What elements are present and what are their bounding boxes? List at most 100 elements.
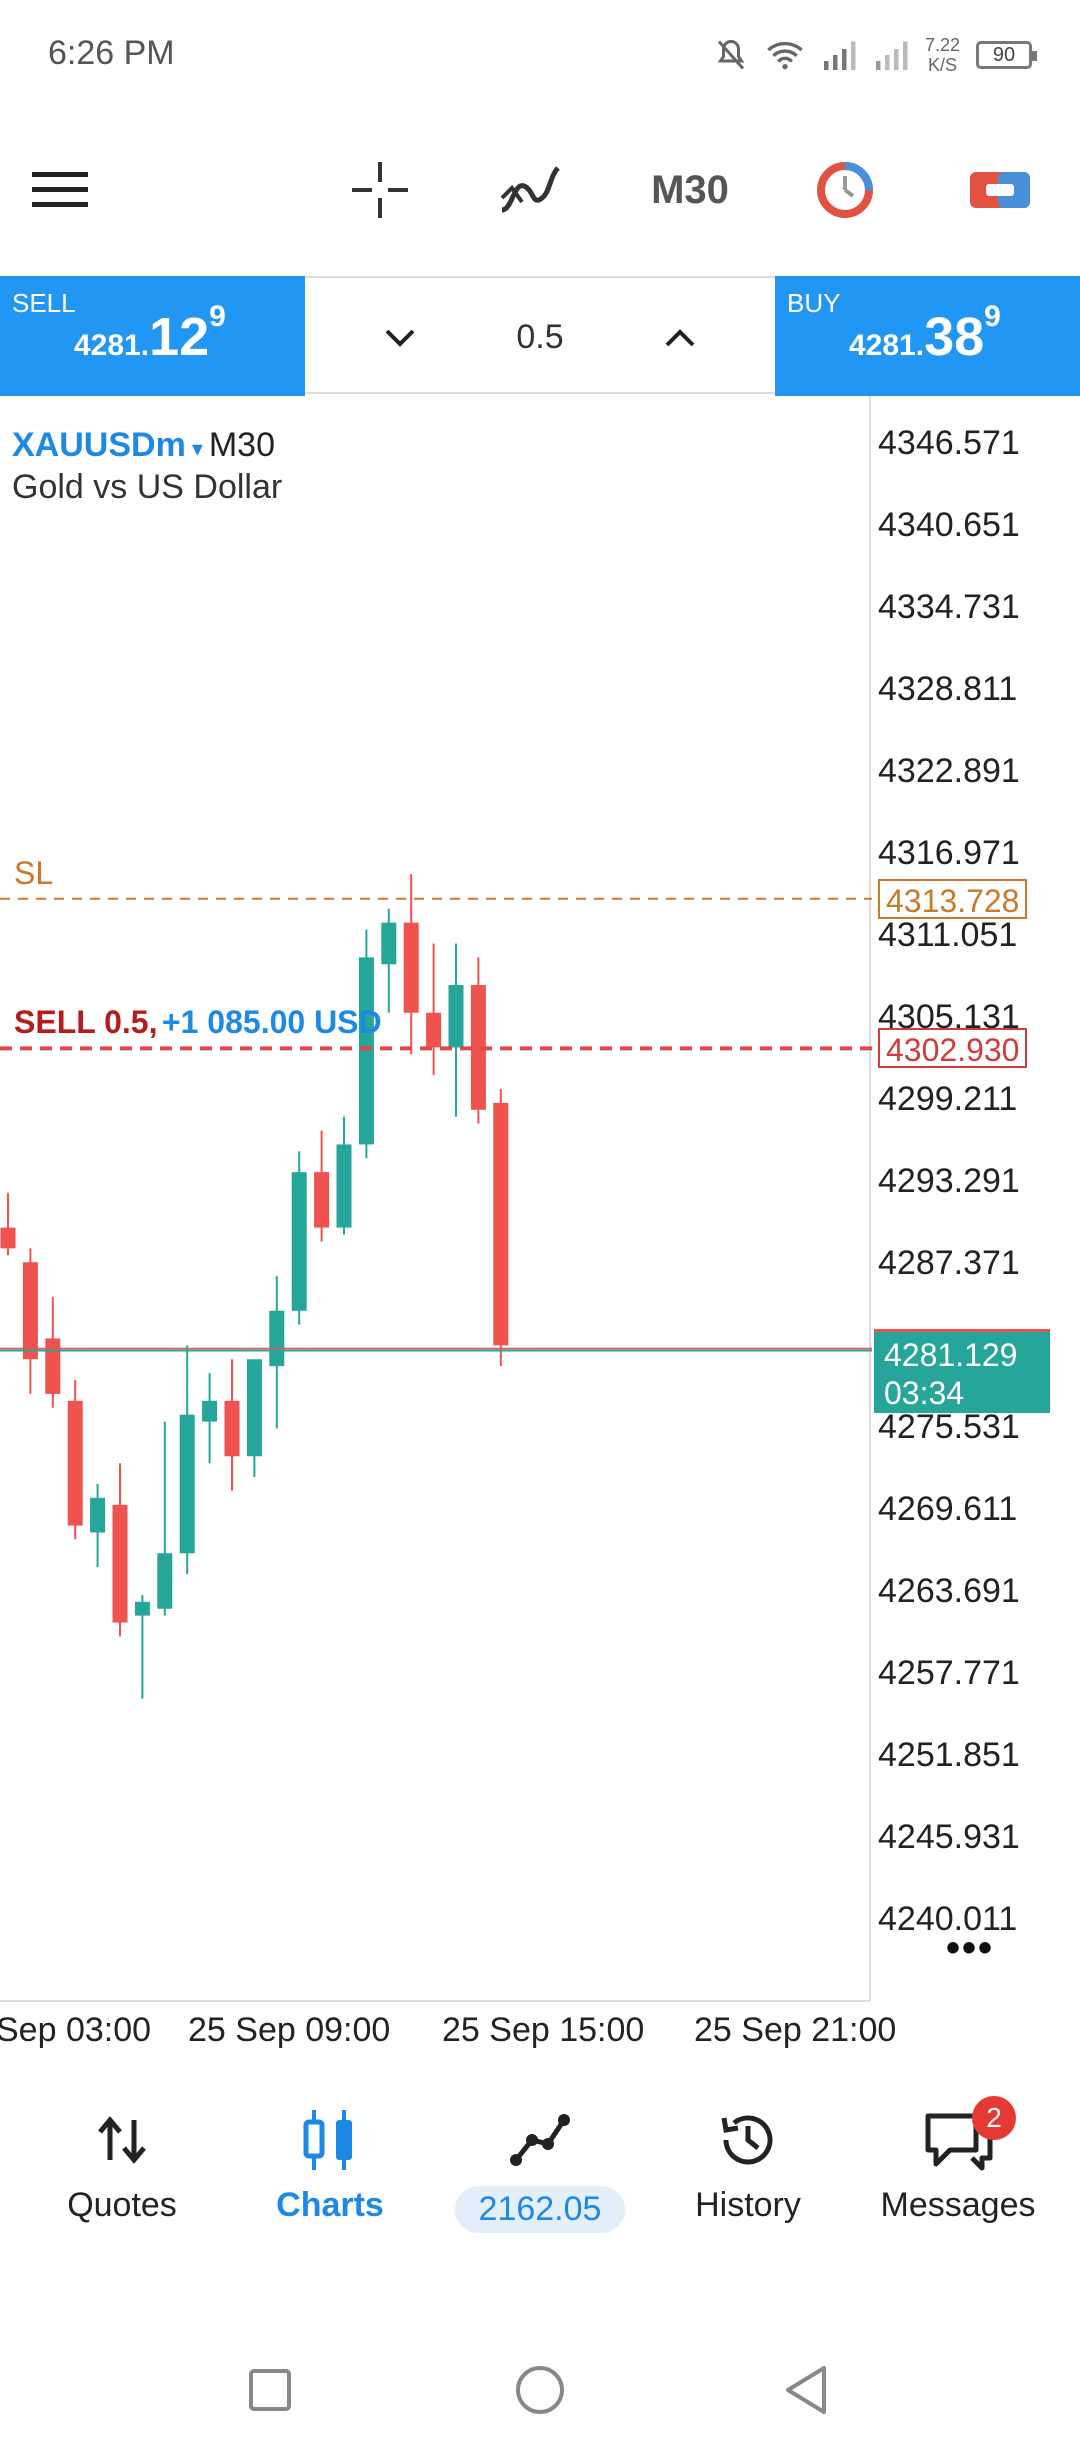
- menu-button[interactable]: [20, 130, 100, 250]
- order-line-label[interactable]: SELL 0.5, +1 085.00 USD: [14, 1004, 382, 1041]
- network-speed: 7.22 K/S: [924, 35, 960, 75]
- price-axis-tick: 4240.011: [878, 1900, 1018, 1939]
- candle-body: [470, 985, 486, 1110]
- price-chart[interactable]: [0, 396, 1080, 2021]
- trade-line-icon: [510, 2114, 570, 2166]
- crosshair-button[interactable]: [340, 130, 420, 250]
- symbol-header[interactable]: XAUUSDm ▾ M30: [12, 426, 275, 465]
- candle: [112, 1463, 128, 1637]
- timeframe-label: M30: [651, 167, 729, 212]
- messages-badge: 2: [972, 2096, 1016, 2140]
- candle-body: [22, 1262, 38, 1360]
- one-click-trading-button[interactable]: [960, 130, 1040, 250]
- candle: [403, 874, 419, 1055]
- lot-increase-button[interactable]: [645, 308, 715, 368]
- candle-body: [426, 1012, 442, 1048]
- nav-quotes-label: Quotes: [67, 2186, 177, 2224]
- chevron-down-icon: [385, 329, 415, 347]
- timer-button[interactable]: [805, 130, 885, 250]
- price-axis-tick: 4287.371: [878, 1244, 1020, 1283]
- candle-body: [246, 1359, 262, 1457]
- circle-home-icon: [516, 2366, 564, 2414]
- time-axis-tick: 25 Sep 15:00: [442, 2011, 645, 2049]
- lot-decrease-button[interactable]: [365, 308, 435, 368]
- indicators-button[interactable]: [490, 130, 570, 250]
- status-time: 6:26 PM: [48, 34, 175, 72]
- candle: [358, 929, 374, 1159]
- candle: [0, 1192, 16, 1256]
- nav-quotes[interactable]: Quotes: [14, 2100, 230, 2260]
- nav-history[interactable]: History: [640, 2100, 856, 2260]
- candle-body: [336, 1144, 352, 1228]
- current-price-tag: 4281.129 03:34: [874, 1328, 1050, 1413]
- crosshair-icon: [352, 162, 408, 218]
- charts-candles-icon: [303, 2110, 352, 2170]
- recents-button[interactable]: [220, 2330, 320, 2450]
- status-icons: 7.22 K/S 90: [713, 30, 1037, 80]
- candle: [246, 1359, 262, 1478]
- signal-icon: [823, 41, 856, 70]
- nav-charts[interactable]: Charts: [222, 2100, 438, 2260]
- bottom-navigation: Quotes Charts 2162.05 History 2 Messages: [0, 2096, 1080, 2260]
- candle-body: [202, 1400, 218, 1422]
- candle: [336, 1116, 352, 1235]
- price-axis-tick: 4316.971: [878, 833, 1020, 872]
- candle: [426, 943, 442, 1076]
- price-axis-tick: 4322.891: [878, 751, 1020, 790]
- candle-body: [90, 1497, 106, 1533]
- hamburger-menu-icon: [32, 172, 88, 207]
- sell-label: SELL: [12, 288, 76, 318]
- timeframe-button[interactable]: M30: [630, 130, 750, 250]
- candle-body: [45, 1338, 61, 1394]
- nav-charts-label: Charts: [276, 2186, 384, 2224]
- candle-body: [112, 1504, 128, 1623]
- candle: [470, 957, 486, 1124]
- candle-body: [269, 1310, 285, 1367]
- candle: [381, 908, 397, 1013]
- wifi-icon: [767, 42, 803, 70]
- time-axis-tick: 25 Sep 09:00: [188, 2011, 391, 2049]
- back-button[interactable]: [756, 2330, 856, 2450]
- home-button[interactable]: [490, 2330, 590, 2450]
- price-axis-tick: 4346.571: [878, 423, 1020, 462]
- chart-area[interactable]: XAUUSDm ▾ M30 Gold vs US Dollar 4346.571 43…: [0, 396, 1080, 2049]
- candle: [22, 1248, 38, 1394]
- sl-line-label: SL: [14, 854, 54, 891]
- order-profit-label: +1 085.00 USD: [161, 1004, 382, 1041]
- price-axis-tick: 4293.291: [878, 1161, 1020, 1200]
- quotes-arrows-icon: [98, 2116, 146, 2164]
- nav-trade[interactable]: 2162.05: [432, 2100, 648, 2260]
- more-options-button[interactable]: •••: [946, 1926, 995, 1970]
- nav-history-label: History: [695, 2186, 801, 2224]
- candle-countdown: 03:34: [884, 1374, 965, 1411]
- candle-body: [179, 1414, 195, 1554]
- nav-messages[interactable]: 2 Messages: [850, 2096, 1066, 2260]
- one-click-trading-icon: [970, 172, 1030, 208]
- nav-messages-label: Messages: [880, 2186, 1036, 2224]
- symbol-caret-icon: ▾: [191, 436, 203, 461]
- candle: [202, 1373, 218, 1464]
- symbol-name: XAUUSDm: [12, 426, 186, 464]
- buy-price: 4281.389: [849, 300, 1001, 367]
- candle-body: [448, 985, 464, 1048]
- price-axis-tick: 4263.691: [878, 1572, 1020, 1611]
- level-lines: [0, 897, 872, 1352]
- candle: [269, 1276, 285, 1429]
- candle: [90, 1483, 106, 1568]
- lot-size-input[interactable]: 0.5: [516, 318, 564, 356]
- price-axis-tick: 4328.811: [878, 669, 1018, 708]
- candle-body: [0, 1227, 16, 1249]
- sell-button[interactable]: SELL 4281.129: [0, 276, 305, 396]
- candle-body: [157, 1553, 173, 1609]
- chart-toolbar: M30: [0, 130, 1080, 250]
- candle-body: [493, 1102, 509, 1346]
- history-clock-icon: [721, 2115, 773, 2165]
- candle: [45, 1296, 61, 1408]
- candle-body: [381, 922, 397, 965]
- price-axis-tick: 4299.211: [878, 1079, 1018, 1118]
- price-axis-tick: 4334.731: [878, 587, 1020, 626]
- buy-button[interactable]: BUY 4281.389: [775, 276, 1080, 396]
- candle: [67, 1380, 83, 1540]
- candle: [291, 1151, 307, 1325]
- candle: [157, 1421, 173, 1616]
